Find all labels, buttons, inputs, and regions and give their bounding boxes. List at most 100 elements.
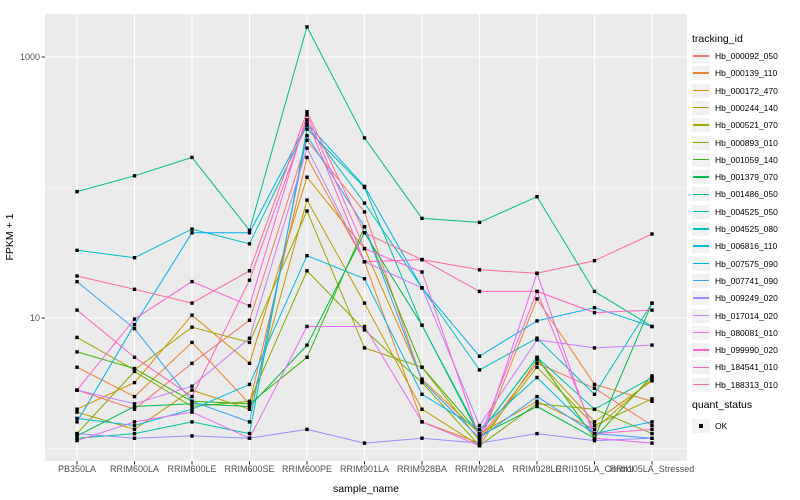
data-point (305, 254, 309, 258)
data-point (305, 175, 309, 179)
data-point (305, 127, 309, 131)
data-point (477, 268, 482, 272)
data-point (592, 420, 597, 424)
data-point (75, 365, 79, 369)
legend-item: Hb_009249_020 (692, 290, 778, 306)
data-point (362, 184, 367, 189)
data-point (132, 380, 137, 385)
x-tick-label: RRIM928BA (396, 464, 448, 474)
data-point (132, 369, 137, 374)
data-point (650, 441, 654, 445)
data-point (75, 274, 79, 278)
legend-title-quant-status: quant_status (692, 399, 753, 411)
legend-color-line (693, 228, 709, 230)
data-point (420, 216, 424, 221)
x-tick-label: PB350LA (57, 464, 97, 474)
data-point (650, 399, 654, 403)
data-point (305, 133, 309, 138)
data-point (305, 123, 309, 127)
data-point (420, 365, 424, 369)
legend-label: Hb_000172_470 (715, 85, 778, 96)
data-point (132, 427, 137, 432)
data-point (305, 118, 309, 122)
data-point (305, 121, 309, 126)
legend-color-line (693, 331, 709, 334)
data-point (247, 304, 252, 308)
data-point (132, 436, 137, 440)
x-tick-label: RRII105LA_Stressed (609, 464, 695, 474)
legend-key-box (692, 343, 710, 358)
legend-color-line (693, 55, 709, 57)
data-point (535, 271, 539, 275)
legend-key-box (692, 135, 710, 150)
data-point (535, 357, 539, 362)
legend-color-line (693, 314, 709, 317)
data-point (132, 423, 137, 428)
x-tick-label: RRIM600LA (109, 464, 160, 474)
data-point (592, 392, 597, 396)
data-point (362, 231, 367, 235)
data-point (305, 155, 309, 160)
data-point (535, 319, 539, 323)
data-point (362, 225, 367, 229)
data-point (190, 384, 194, 388)
legend-label: Hb_184541_010 (715, 362, 778, 373)
data-point (535, 297, 539, 301)
x-tick-label: RRIM928LE (512, 464, 562, 474)
data-point (247, 228, 252, 232)
data-point (592, 382, 597, 387)
x-tick-label: RRIM901LA (339, 464, 390, 474)
data-point (75, 308, 79, 312)
data-point (190, 410, 194, 414)
data-point (362, 210, 367, 214)
data-point (650, 308, 654, 312)
data-point (420, 323, 424, 327)
legend-color-line (693, 158, 709, 161)
data-point (362, 136, 367, 140)
legend-item: Hb_001486_050 (692, 186, 778, 202)
data-point (190, 325, 194, 329)
data-point (132, 431, 137, 436)
data-point (420, 392, 424, 396)
data-point (362, 328, 367, 332)
legend-item-ok: OK (692, 418, 727, 434)
data-point (535, 402, 539, 406)
legend-label: Hb_007741_090 (715, 275, 778, 286)
legend-color-line (693, 383, 709, 386)
legend-color-line (693, 210, 709, 213)
legend-label: Hb_007575_090 (715, 258, 778, 269)
y-tick-label: 1000 (19, 51, 40, 62)
data-point (362, 324, 367, 329)
data-point (247, 407, 252, 411)
data-point (592, 259, 597, 263)
data-point (247, 382, 252, 387)
data-point (75, 420, 79, 424)
data-point (247, 436, 252, 440)
data-point (420, 436, 424, 440)
legend-item: Hb_000244_140 (692, 100, 778, 116)
data-point (305, 110, 309, 114)
legend-color-line (693, 297, 709, 299)
data-point (190, 279, 194, 284)
data-point (75, 248, 79, 252)
data-point (190, 407, 194, 411)
data-point (477, 436, 482, 440)
data-point (592, 289, 597, 294)
data-point (362, 277, 367, 281)
legend-label: Hb_000521_070 (715, 120, 778, 131)
data-point (592, 386, 597, 390)
data-point (247, 404, 252, 409)
data-point (190, 340, 194, 345)
data-point (75, 416, 79, 421)
data-point (247, 269, 252, 273)
data-point (477, 427, 482, 432)
data-point (535, 355, 539, 359)
legend-item: Hb_188313_010 (692, 377, 778, 393)
data-point (650, 324, 654, 329)
legend-color-line (693, 349, 709, 351)
data-point (247, 242, 252, 246)
legend-color-line (693, 366, 709, 368)
legend-item: Hb_001379_070 (692, 169, 778, 185)
